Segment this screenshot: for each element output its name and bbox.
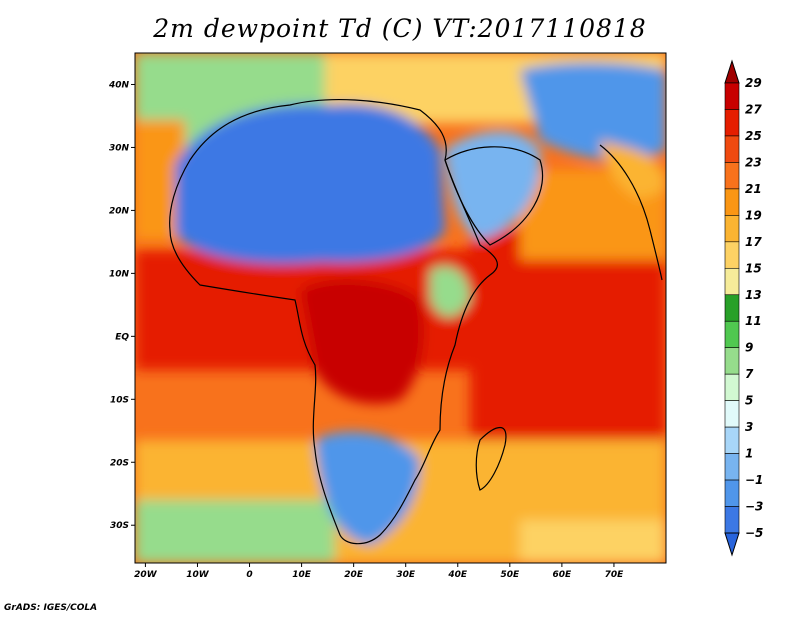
lon-tick-label: 70E [605, 570, 625, 580]
colorbar-box [724, 241, 740, 269]
colorbar-box [724, 162, 740, 190]
lon-tick-label: 10E [292, 570, 312, 580]
lat-tick-label: 30N [109, 143, 130, 153]
colorbar-box [724, 506, 740, 534]
colorbar-label: 1 [745, 447, 753, 461]
lat-tick-label: 40N [108, 80, 130, 90]
colorbar-box [724, 109, 740, 137]
southern-africa-dry [315, 431, 420, 545]
colorbar-label: 13 [745, 288, 762, 302]
lat-tick-label: 20S [110, 458, 129, 468]
colorbar-label: 27 [745, 102, 762, 116]
latitude-axis: 40N 30N 20N 10N EQ 10S 20S 30S [108, 80, 135, 531]
colorbar-label: 19 [745, 208, 762, 222]
colorbar-box [724, 215, 740, 243]
colorbar-box [724, 320, 740, 349]
longitude-axis: 20W 10W 0 10E 20E 30E 40E 50E 60E 70E [134, 563, 624, 580]
lon-tick-label: 20E [344, 570, 364, 580]
colorbar-box [724, 294, 740, 322]
plot-frame [134, 52, 667, 564]
colorbar-box [724, 373, 740, 401]
colorbar-box [724, 135, 740, 163]
colorbar-label: 15 [745, 261, 762, 275]
lon-tick-label: 0 [246, 570, 252, 580]
colorbar-label: 7 [745, 367, 754, 381]
colorbar-box [724, 82, 740, 110]
colorbar-label: 21 [745, 182, 762, 196]
colorbar-label: 3 [745, 420, 753, 434]
colorbar-label: 25 [745, 129, 762, 143]
lat-tick-label: 20N [109, 206, 130, 216]
colorbar-label: 5 [745, 394, 753, 408]
india-coastline [599, 144, 663, 281]
colorbar-box [724, 479, 740, 507]
madagascar-coastline [475, 426, 507, 491]
lat-tick-label: EQ [115, 332, 129, 342]
dewpoint-field [135, 53, 666, 563]
india-warm [600, 140, 666, 200]
arabia-dry [445, 131, 541, 240]
colorbar-label: −3 [745, 500, 763, 514]
colorbar-top-arrow [724, 59, 740, 84]
colorbar-box [724, 188, 740, 216]
colorbar-box [724, 347, 740, 375]
colorbar-box [724, 267, 740, 296]
lon-tick-label: 30E [396, 570, 416, 580]
colorbar-box [724, 400, 740, 428]
lon-tick-label: 60E [553, 570, 573, 580]
colorbar-label: −1 [745, 473, 763, 487]
credit-text: GrADS: IGES/COLA [4, 603, 98, 613]
colorbar-bottom-arrow [724, 532, 740, 557]
iran-dry [520, 62, 666, 161]
colorbar-box [724, 426, 740, 454]
lon-tick-label: 20W [134, 570, 158, 580]
east-africa-green [430, 266, 470, 317]
lon-tick-label: 40E [447, 570, 468, 580]
lon-tick-label: 10W [186, 570, 210, 580]
lat-tick-label: 10N [109, 269, 130, 279]
colorbar-label: 23 [745, 155, 762, 169]
south-indian-yellow [520, 520, 666, 563]
lat-tick-label: 30S [110, 521, 129, 531]
indian-ocean-warm [470, 230, 666, 460]
central-africa-hot [300, 279, 424, 404]
colorbar-box [724, 453, 740, 481]
south-atlantic-green [135, 500, 335, 563]
colorbar-label: −5 [745, 526, 763, 540]
colorbar-label: 17 [745, 235, 762, 249]
colorbar-label: 11 [745, 314, 762, 328]
map-title: 2m dewpoint Td (C) VT:2017110818 [153, 14, 647, 43]
colorbar-label: 29 [745, 76, 762, 90]
colorbar: 29 27 25 23 21 19 17 15 13 11 9 7 5 3 1 −1 −3 −5 [724, 59, 763, 557]
coastlines [169, 98, 663, 545]
sahara-dry [175, 104, 445, 264]
lon-tick-label: 50E [500, 570, 520, 580]
arabia-coastline [444, 146, 544, 246]
africa-coastline [169, 98, 498, 545]
colorbar-label: 9 [745, 341, 753, 355]
lat-tick-label: 10S [110, 395, 129, 405]
